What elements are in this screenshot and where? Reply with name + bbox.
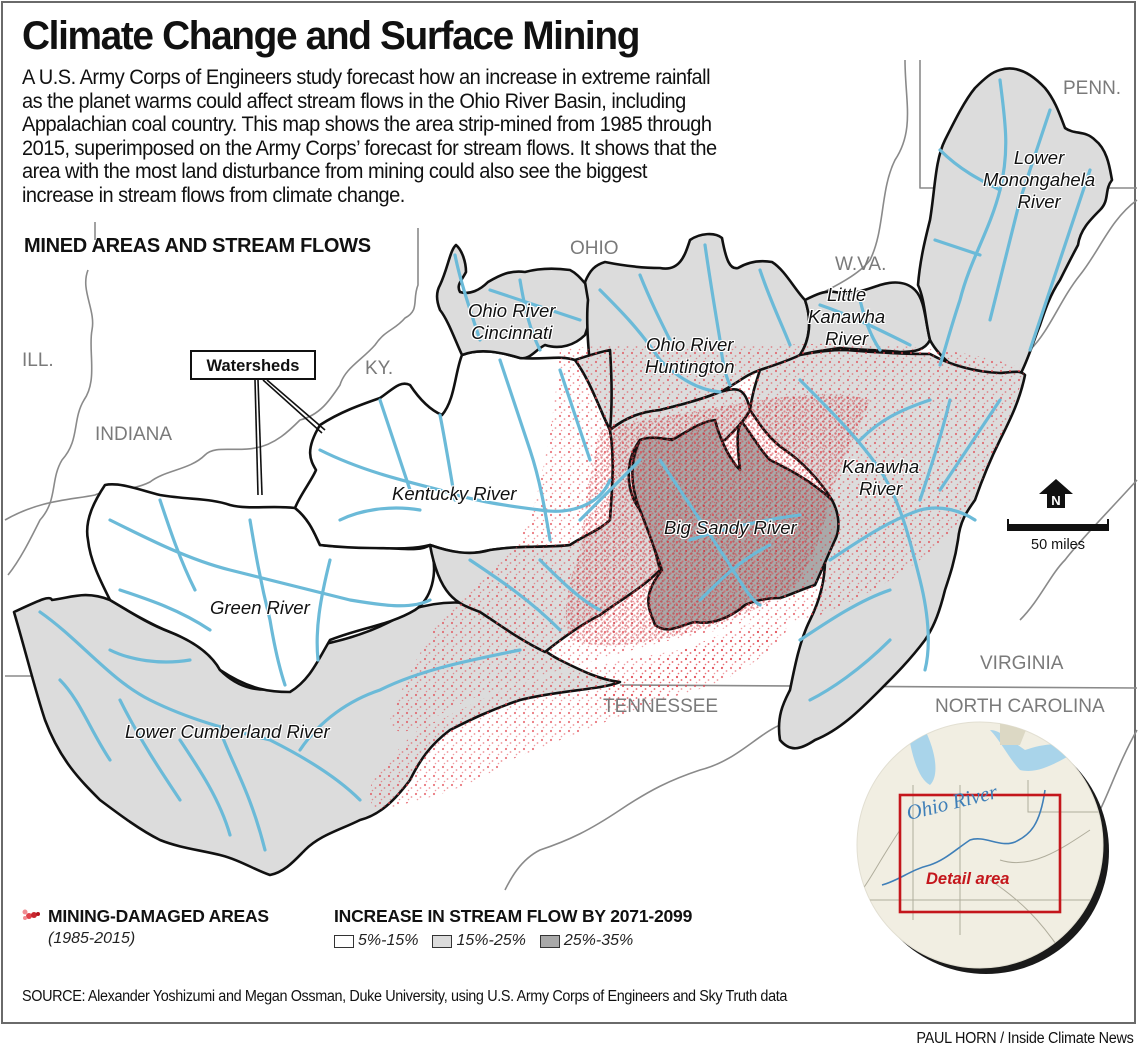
legend-swatch-mid bbox=[432, 934, 453, 948]
label-green-river: Green River bbox=[210, 597, 310, 619]
label-line: Big Sandy River bbox=[664, 517, 797, 538]
label-line: Huntington bbox=[645, 356, 735, 377]
mining-swatch-icon bbox=[22, 909, 40, 920]
state-label-west-virginia: W.VA. bbox=[835, 254, 887, 275]
label-kentucky-river: Kentucky River bbox=[392, 483, 516, 505]
state-label-ohio: OHIO bbox=[570, 238, 619, 259]
scale-bar-line bbox=[1007, 519, 1109, 531]
label-ohio-river-cincinnati: Ohio River Cincinnati bbox=[468, 300, 555, 344]
north-arrow-icon: N bbox=[1036, 477, 1076, 516]
state-label-virginia: VIRGINIA bbox=[980, 653, 1064, 674]
label-line: Kanawha bbox=[808, 306, 886, 327]
scale-bar: 50 miles bbox=[1007, 519, 1109, 553]
legend-stream-flow: INCREASE IN STREAM FLOW BY 2071-2099 5%-… bbox=[334, 906, 692, 950]
legend-label-low: 5%-15% bbox=[358, 932, 419, 949]
state-label-tennessee: TENNESSEE bbox=[603, 696, 719, 717]
legend-mining: MINING-DAMAGED AREAS (1985-2015) bbox=[20, 906, 269, 948]
credit-line: PAUL HORN / Inside Climate News bbox=[916, 1030, 1135, 1047]
inset-locator-map bbox=[856, 721, 1109, 974]
label-line: Kentucky River bbox=[392, 483, 517, 504]
label-big-sandy-river: Big Sandy River bbox=[664, 517, 797, 539]
legend-label-mid: 15%-25% bbox=[456, 932, 526, 949]
label-kanawha-river: Kanawha River bbox=[842, 456, 919, 500]
stream-network bbox=[38, 78, 1092, 852]
legend-swatch-low bbox=[334, 934, 354, 948]
page-title: Climate Change and Surface Mining bbox=[22, 14, 640, 58]
inset-ohio-river-label: Ohio River bbox=[903, 779, 1000, 826]
legend-swatch-high bbox=[539, 934, 560, 948]
label-line: River bbox=[858, 478, 903, 499]
label-line: Ohio River bbox=[646, 334, 734, 355]
label-line: Cincinnati bbox=[471, 322, 553, 343]
label-line: River bbox=[1017, 191, 1061, 212]
intro-paragraph: A U.S. Army Corps of Engineers study for… bbox=[22, 65, 717, 207]
legend-item-mid: 15%-25% bbox=[432, 932, 526, 950]
label-line: Monongahela bbox=[983, 169, 1096, 190]
legend-flow-title: INCREASE IN STREAM FLOW BY 2071-2099 bbox=[334, 906, 693, 926]
label-line: Lower Cumberland River bbox=[125, 721, 330, 742]
state-label-north-carolina: NORTH CAROLINA bbox=[935, 696, 1105, 717]
label-ohio-river-huntington: Ohio River Huntington bbox=[645, 334, 734, 378]
label-line: Kanawha bbox=[842, 456, 920, 477]
legend-item-low: 5%-15% bbox=[334, 932, 418, 950]
map-section-title: MINED AREAS AND STREAM FLOWS bbox=[24, 235, 371, 257]
svg-text:N: N bbox=[1051, 493, 1060, 508]
mining-damaged-overlay bbox=[369, 343, 1026, 810]
label-line: Green River bbox=[210, 597, 310, 618]
watersheds-callout: Watersheds bbox=[190, 350, 316, 380]
label-line: Ohio River bbox=[468, 300, 556, 321]
state-label-pennsylvania: PENN. bbox=[1063, 78, 1122, 99]
legend-label-high: 25%-35% bbox=[563, 932, 634, 949]
inset-detail-area-label: Detail area bbox=[926, 870, 1010, 888]
label-line: River bbox=[824, 328, 869, 349]
legend-mining-label: MINING-DAMAGED AREAS bbox=[48, 906, 269, 926]
scale-label: 50 miles bbox=[1031, 537, 1085, 553]
state-label-indiana: INDIANA bbox=[95, 424, 173, 445]
state-label-kentucky: KY. bbox=[365, 358, 394, 379]
label-line: Little bbox=[827, 284, 867, 305]
source-note: SOURCE: Alexander Yoshizumi and Megan Os… bbox=[22, 988, 787, 1005]
state-label-illinois: ILL. bbox=[22, 350, 54, 371]
label-lower-monongahela-river: Lower Monongahela River bbox=[983, 147, 1095, 213]
label-lower-cumberland-river: Lower Cumberland River bbox=[125, 721, 330, 743]
label-line: Lower bbox=[1013, 147, 1065, 168]
legend-mining-years: (1985-2015) bbox=[48, 930, 136, 947]
inset-labels: Ohio River Detail area bbox=[856, 718, 1106, 968]
legend-item-high: 25%-35% bbox=[539, 932, 634, 950]
callout-leader-lines bbox=[254, 379, 326, 496]
label-little-kanawha-river: Little Kanawha River bbox=[808, 284, 885, 350]
